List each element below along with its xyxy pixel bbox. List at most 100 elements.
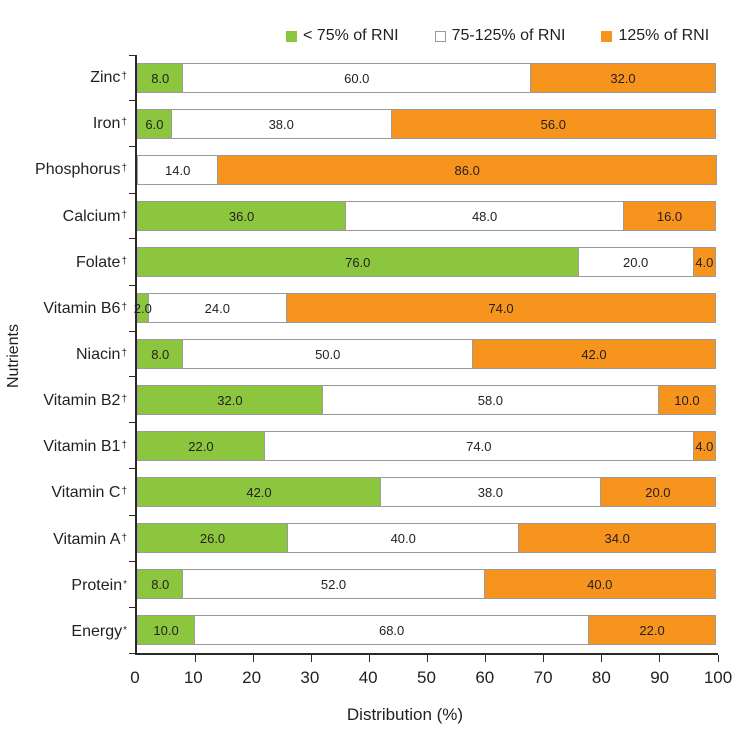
x-tick-label: 90 xyxy=(650,668,670,687)
bar-segment: 24.0 xyxy=(147,293,288,323)
legend-item: < 75% of RNI xyxy=(286,27,399,45)
segment-value-label: 74.0 xyxy=(488,300,514,316)
plot-area: 8.0 60.0 32.0 6.0 38.0 56.0 14.0 86.0 36.0 48.0 16… xyxy=(129,54,719,662)
stacked-bar: 2.0 24.0 74.0 xyxy=(134,293,718,323)
category-label: Protein * xyxy=(71,576,127,594)
bar-segment: 60.0 xyxy=(182,63,532,93)
bar-segment: 6.0 xyxy=(137,109,172,139)
y-axis-tick xyxy=(129,146,135,148)
x-tick-label: 50 xyxy=(417,668,436,687)
stacked-bar: 22.0 74.0 4.0 xyxy=(137,431,718,461)
stacked-bar: 26.0 40.0 34.0 xyxy=(137,523,718,553)
stacked-bar: 14.0 86.0 xyxy=(137,155,718,185)
bar-segment: 2.0 xyxy=(134,293,152,323)
x-axis-tick xyxy=(601,655,603,662)
segment-value-label: 38.0 xyxy=(268,116,294,132)
y-axis-tick xyxy=(129,376,135,378)
segment-value-label: 22.0 xyxy=(639,622,665,638)
bar-segment: 32.0 xyxy=(137,385,323,415)
bar-segment: 14.0 xyxy=(137,155,219,185)
bar-segment: 32.0 xyxy=(530,63,716,93)
segment-value-label: 74.0 xyxy=(466,438,492,454)
bar-row: 2.0 24.0 74.0 xyxy=(134,285,718,331)
bar-segment: 22.0 xyxy=(588,615,716,645)
y-axis-tick xyxy=(129,284,135,286)
segment-value-label: 76.0 xyxy=(345,254,371,270)
segment-value-label: 34.0 xyxy=(604,530,630,546)
x-tick-label: 80 xyxy=(591,668,611,687)
category-label: Vitamin B2 † xyxy=(43,392,127,410)
bar-segment: 22.0 xyxy=(137,431,265,461)
category-label: Iron † xyxy=(92,115,127,133)
bar-segment: 8.0 xyxy=(137,339,184,369)
bar-segment: 8.0 xyxy=(137,63,184,93)
bar-segment: 10.0 xyxy=(137,615,196,645)
segment-value-label: 38.0 xyxy=(477,484,504,500)
segment-value-label: 32.0 xyxy=(217,392,243,408)
x-axis-title: Distribution (%) xyxy=(346,705,464,724)
y-axis-tick xyxy=(129,330,135,332)
bar-row: 32.0 58.0 10.0 xyxy=(137,377,718,423)
y-axis-tick xyxy=(129,514,135,516)
bar-segment: 36.0 xyxy=(137,201,347,231)
bar-row: 6.0 38.0 56.0 xyxy=(137,101,718,147)
segment-value-label: 20.0 xyxy=(622,254,649,270)
bar-segment: 38.0 xyxy=(170,109,392,139)
segment-value-label: 26.0 xyxy=(199,530,226,546)
x-axis-tick xyxy=(368,655,370,662)
stacked-bar: 32.0 58.0 10.0 xyxy=(137,385,718,415)
y-axis-tick xyxy=(129,560,135,562)
bar-segment: 26.0 xyxy=(137,523,289,553)
bar-segment: 76.0 xyxy=(137,247,579,277)
segment-value-label: 58.0 xyxy=(477,392,504,408)
x-tick-label: 20 xyxy=(242,668,262,687)
y-axis-tick xyxy=(129,606,135,608)
segment-value-label: 40.0 xyxy=(587,576,613,592)
segment-value-label: 50.0 xyxy=(315,346,341,362)
category-label: Zinc † xyxy=(90,69,127,87)
legend-swatch-icon xyxy=(601,30,613,42)
category-label: Phosphorus † xyxy=(35,161,127,179)
segment-value-label: 4.0 xyxy=(695,254,714,270)
bar-segment: 20.0 xyxy=(577,247,694,277)
x-tick-label: 10 xyxy=(183,668,203,687)
legend-swatch-icon xyxy=(434,30,446,42)
x-tick-label: 70 xyxy=(533,668,553,687)
stacked-bar: 36.0 48.0 16.0 xyxy=(137,201,718,231)
segment-value-label: 4.0 xyxy=(695,438,714,454)
bar-segment: 58.0 xyxy=(321,385,659,415)
x-axis-tick xyxy=(194,655,196,662)
x-axis-tick xyxy=(659,655,661,662)
segment-value-label: 16.0 xyxy=(656,208,683,224)
bar-segment: 56.0 xyxy=(390,109,716,139)
segment-value-label: 86.0 xyxy=(454,162,480,178)
segment-value-label: 60.0 xyxy=(344,70,370,86)
segment-value-label: 22.0 xyxy=(188,438,214,454)
bar-row: 8.0 60.0 32.0 xyxy=(137,55,718,101)
y-axis-tick xyxy=(129,652,135,654)
segment-value-label: 14.0 xyxy=(165,162,191,178)
x-axis-tick xyxy=(252,655,254,662)
bar-segment: 8.0 xyxy=(137,569,184,599)
category-label: Vitamin B1 † xyxy=(43,438,127,456)
y-axis-tick xyxy=(129,100,135,102)
segment-value-label: 10.0 xyxy=(674,392,700,408)
stacked-bar: 10.0 68.0 22.0 xyxy=(137,615,718,645)
segment-value-label: 68.0 xyxy=(378,622,405,638)
stacked-bar: 8.0 50.0 42.0 xyxy=(137,339,718,369)
x-tick-label: 60 xyxy=(475,668,495,687)
segment-value-label: 6.0 xyxy=(145,116,164,132)
stacked-bar: 76.0 20.0 4.0 xyxy=(137,247,718,277)
category-label: Niacin † xyxy=(75,346,127,364)
bar-segment: 68.0 xyxy=(194,615,590,645)
stacked-bar: 8.0 52.0 40.0 xyxy=(137,569,718,599)
bar-row: 8.0 52.0 40.0 xyxy=(137,561,718,607)
category-labels: Zinc † Iron † Phosphorus † Calcium † Folate † Vita… xyxy=(0,55,127,655)
bar-row: 42.0 38.0 20.0 xyxy=(137,469,718,515)
bar-row: 8.0 50.0 42.0 xyxy=(137,331,718,377)
bar-segment: 16.0 xyxy=(623,201,716,231)
x-tick-labels: 0 10 20 30 40 50 60 70 80 90 100 xyxy=(130,668,732,690)
segment-value-label: 24.0 xyxy=(204,300,230,316)
legend-item: 125% of RNI xyxy=(601,27,709,45)
